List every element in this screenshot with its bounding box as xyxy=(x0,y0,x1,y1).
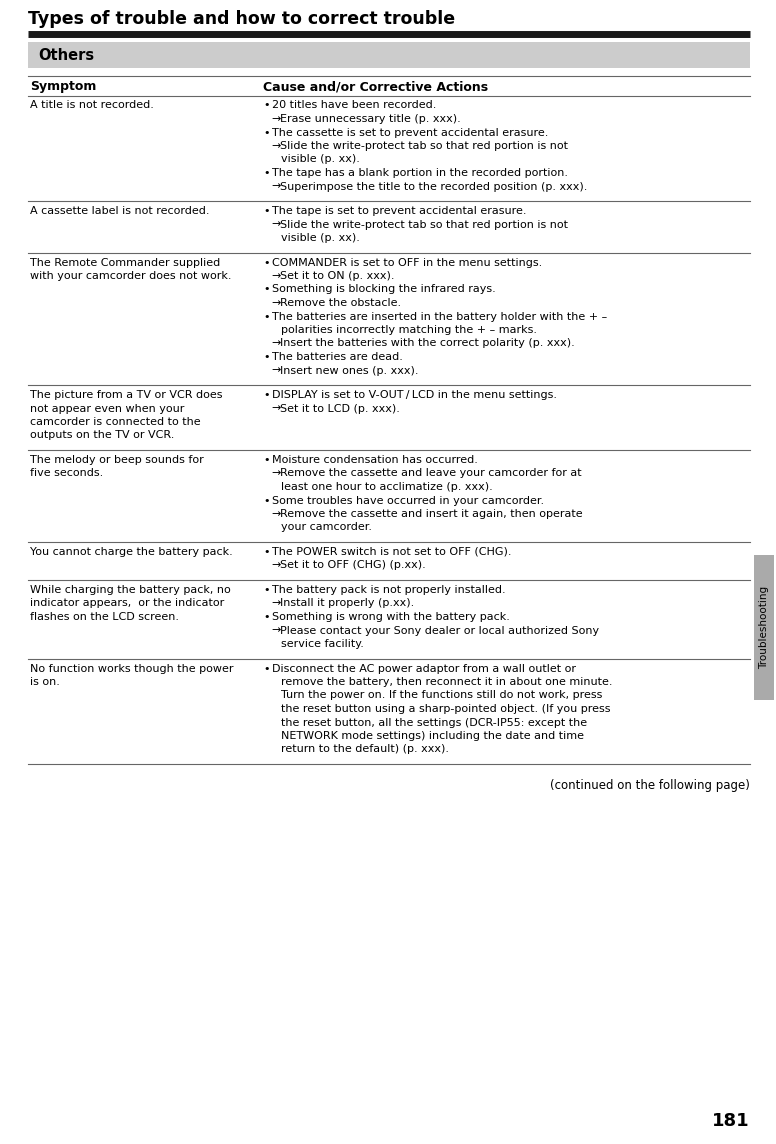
Text: service facility.: service facility. xyxy=(282,639,364,649)
Text: →: → xyxy=(272,141,281,151)
Text: is on.: is on. xyxy=(30,677,60,688)
Text: Superimpose the title to the recorded position (p. xxx).: Superimpose the title to the recorded po… xyxy=(280,182,587,191)
Text: Insert the batteries with the correct polarity (p. xxx).: Insert the batteries with the correct po… xyxy=(280,339,575,349)
Text: your camcorder.: your camcorder. xyxy=(282,523,372,532)
Text: with your camcorder does not work.: with your camcorder does not work. xyxy=(30,271,231,281)
Text: Remove the cassette and leave your camcorder for at: Remove the cassette and leave your camco… xyxy=(280,469,582,478)
Text: →: → xyxy=(272,626,281,636)
Text: Something is blocking the infrared rays.: Something is blocking the infrared rays. xyxy=(272,285,496,294)
Text: •: • xyxy=(263,127,270,137)
Text: The tape has a blank portion in the recorded portion.: The tape has a blank portion in the reco… xyxy=(272,168,569,178)
Text: A title is not recorded.: A title is not recorded. xyxy=(30,101,154,111)
Text: You cannot charge the battery pack.: You cannot charge the battery pack. xyxy=(30,547,233,557)
Text: The cassette is set to prevent accidental erasure.: The cassette is set to prevent accidenta… xyxy=(272,127,549,137)
Text: Something is wrong with the battery pack.: Something is wrong with the battery pack… xyxy=(272,612,511,622)
Text: COMMANDER is set to OFF in the menu settings.: COMMANDER is set to OFF in the menu sett… xyxy=(272,257,542,268)
Text: →: → xyxy=(272,339,281,349)
Text: →: → xyxy=(272,271,281,281)
Text: Set it to OFF (CHG) (p.xx).: Set it to OFF (CHG) (p.xx). xyxy=(280,561,426,571)
Text: →: → xyxy=(272,114,281,124)
Text: Cause and/or Corrective Actions: Cause and/or Corrective Actions xyxy=(263,80,489,93)
Text: The tape is set to prevent accidental erasure.: The tape is set to prevent accidental er… xyxy=(272,206,527,216)
Text: →: → xyxy=(272,598,281,609)
Text: Disconnect the AC power adaptor from a wall outlet or: Disconnect the AC power adaptor from a w… xyxy=(272,664,577,674)
Text: NETWORK mode settings) including the date and time: NETWORK mode settings) including the dat… xyxy=(282,731,584,741)
Text: While charging the battery pack, no: While charging the battery pack, no xyxy=(30,585,230,595)
Text: the reset button using a sharp-pointed object. (If you press: the reset button using a sharp-pointed o… xyxy=(282,704,611,714)
Text: →: → xyxy=(272,404,281,413)
Text: camcorder is connected to the: camcorder is connected to the xyxy=(30,418,201,427)
Text: Others: Others xyxy=(38,48,94,63)
Text: →: → xyxy=(272,469,281,478)
Text: The picture from a TV or VCR does: The picture from a TV or VCR does xyxy=(30,390,223,400)
Text: DISPLAY is set to V-OUT / LCD in the menu settings.: DISPLAY is set to V-OUT / LCD in the men… xyxy=(272,390,557,400)
Text: visible (p. xx).: visible (p. xx). xyxy=(282,233,360,243)
Text: Insert new ones (p. xxx).: Insert new ones (p. xxx). xyxy=(280,365,419,375)
Text: The batteries are dead.: The batteries are dead. xyxy=(272,352,404,362)
Text: Set it to LCD (p. xxx).: Set it to LCD (p. xxx). xyxy=(280,404,400,413)
Text: •: • xyxy=(263,285,270,294)
Text: •: • xyxy=(263,352,270,362)
Text: the reset button, all the settings (DCR-IP55: except the: the reset button, all the settings (DCR-… xyxy=(282,717,587,728)
Text: →: → xyxy=(272,182,281,191)
Text: •: • xyxy=(263,547,270,557)
Text: flashes on the LCD screen.: flashes on the LCD screen. xyxy=(30,612,179,622)
Text: →: → xyxy=(272,365,281,375)
Text: Remove the cassette and insert it again, then operate: Remove the cassette and insert it again,… xyxy=(280,509,583,519)
Text: visible (p. xx).: visible (p. xx). xyxy=(282,154,360,165)
Text: Install it properly (p.xx).: Install it properly (p.xx). xyxy=(280,598,414,609)
Text: Erase unnecessary title (p. xxx).: Erase unnecessary title (p. xxx). xyxy=(280,114,461,124)
Text: →: → xyxy=(272,509,281,519)
Text: •: • xyxy=(263,455,270,464)
Text: →: → xyxy=(272,220,281,230)
Text: Please contact your Sony dealer or local authorized Sony: Please contact your Sony dealer or local… xyxy=(280,626,600,636)
Text: The melody or beep sounds for: The melody or beep sounds for xyxy=(30,455,204,464)
Text: •: • xyxy=(263,101,270,111)
Text: The Remote Commander supplied: The Remote Commander supplied xyxy=(30,257,220,268)
Text: indicator appears,  or the indicator: indicator appears, or the indicator xyxy=(30,598,224,609)
Text: Slide the write-protect tab so that red portion is not: Slide the write-protect tab so that red … xyxy=(280,141,569,151)
Text: Set it to ON (p. xxx).: Set it to ON (p. xxx). xyxy=(280,271,395,281)
Text: The batteries are inserted in the battery holder with the + –: The batteries are inserted in the batter… xyxy=(272,311,608,321)
Text: Troubleshooting: Troubleshooting xyxy=(759,586,769,669)
Text: return to the default) (p. xxx).: return to the default) (p. xxx). xyxy=(282,745,449,755)
Text: (continued on the following page): (continued on the following page) xyxy=(550,779,750,792)
Text: A cassette label is not recorded.: A cassette label is not recorded. xyxy=(30,206,210,216)
Text: •: • xyxy=(263,664,270,674)
Text: outputs on the TV or VCR.: outputs on the TV or VCR. xyxy=(30,430,175,440)
Text: 181: 181 xyxy=(712,1112,750,1130)
Text: Slide the write-protect tab so that red portion is not: Slide the write-protect tab so that red … xyxy=(280,220,569,230)
Text: •: • xyxy=(263,390,270,400)
Text: The POWER switch is not set to OFF (CHG).: The POWER switch is not set to OFF (CHG)… xyxy=(272,547,512,557)
Text: →: → xyxy=(272,561,281,571)
Text: five seconds.: five seconds. xyxy=(30,469,103,478)
Text: No function works though the power: No function works though the power xyxy=(30,664,234,674)
Text: Remove the obstacle.: Remove the obstacle. xyxy=(280,297,401,308)
Text: •: • xyxy=(263,585,270,595)
Text: Turn the power on. If the functions still do not work, press: Turn the power on. If the functions stil… xyxy=(282,691,603,700)
Text: Types of trouble and how to correct trouble: Types of trouble and how to correct trou… xyxy=(28,10,456,27)
Text: •: • xyxy=(263,612,270,622)
Text: Some troubles have occurred in your camcorder.: Some troubles have occurred in your camc… xyxy=(272,495,545,506)
Text: remove the battery, then reconnect it in about one minute.: remove the battery, then reconnect it in… xyxy=(282,677,613,688)
Bar xyxy=(754,555,774,700)
Text: •: • xyxy=(263,206,270,216)
Text: •: • xyxy=(263,495,270,506)
Text: Moisture condensation has occurred.: Moisture condensation has occurred. xyxy=(272,455,478,464)
Text: •: • xyxy=(263,311,270,321)
Text: not appear even when your: not appear even when your xyxy=(30,404,185,413)
Text: •: • xyxy=(263,257,270,268)
Text: The battery pack is not properly installed.: The battery pack is not properly install… xyxy=(272,585,506,595)
Text: Symptom: Symptom xyxy=(30,80,96,93)
Text: •: • xyxy=(263,168,270,178)
Text: polarities incorrectly matching the + – marks.: polarities incorrectly matching the + – … xyxy=(282,325,538,335)
Bar xyxy=(28,42,750,67)
Text: →: → xyxy=(272,297,281,308)
Text: 20 titles have been recorded.: 20 titles have been recorded. xyxy=(272,101,437,111)
Text: least one hour to acclimatize (p. xxx).: least one hour to acclimatize (p. xxx). xyxy=(282,482,494,492)
